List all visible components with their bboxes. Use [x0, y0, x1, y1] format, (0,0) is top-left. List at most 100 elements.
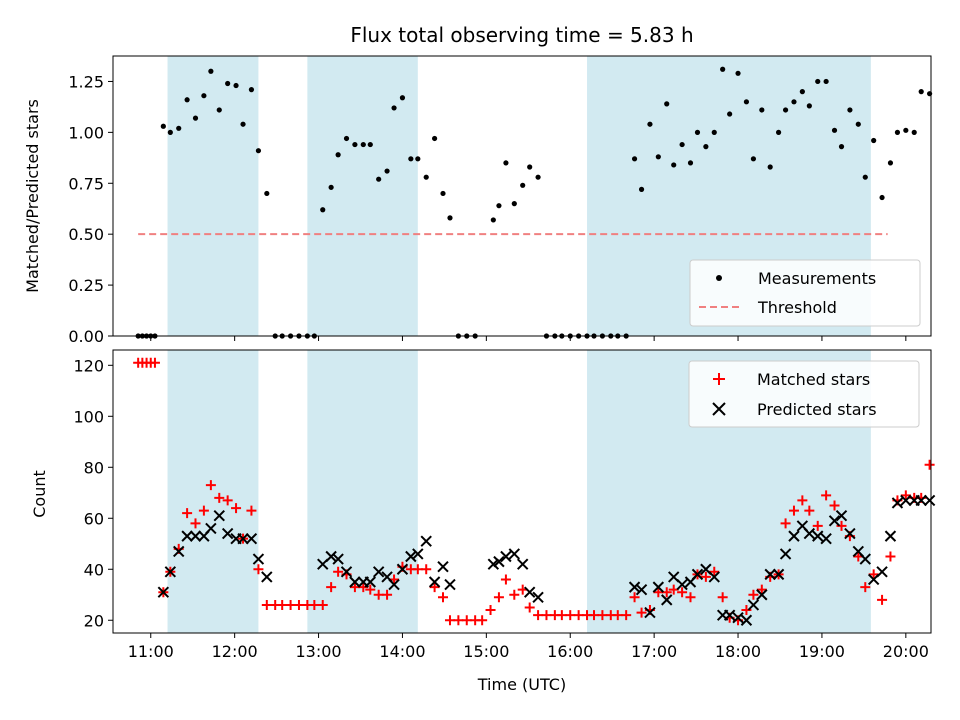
matched-star-point: [293, 599, 304, 610]
shaded-interval: [167, 350, 259, 633]
matched-star-point: [205, 480, 216, 491]
measurement-point: [711, 129, 717, 135]
matched-star-point: [597, 610, 608, 621]
matched-star-point: [573, 610, 584, 621]
measurement-point: [384, 168, 390, 174]
matched-star-point: [780, 518, 791, 529]
predicted-star-point: [740, 614, 753, 626]
predicted-star-point: [652, 581, 665, 593]
predicted-star-point: [820, 532, 832, 545]
matched-star-point: [877, 594, 888, 605]
measurement-point: [638, 186, 645, 192]
x-tick-label: 11:00: [128, 642, 174, 661]
matched-star-point: [214, 492, 225, 503]
measurement-point: [343, 135, 350, 142]
top-x-ticks: [150, 336, 907, 341]
measurement-point: [655, 154, 661, 160]
legend-measurements-marker: [716, 275, 722, 281]
matched-star-point: [788, 505, 799, 516]
measurement-point: [735, 70, 741, 76]
predicted-star-point: [900, 494, 912, 507]
y-tick-label: 60: [84, 509, 104, 528]
bottom-legend: Matched stars Predicted stars: [688, 360, 920, 428]
top-panel: 0.00 0.25 0.50 0.75 1.00 1.25 Flux total obse…: [23, 23, 933, 346]
top-y-axis-label: Matched/Predicted stars: [23, 99, 42, 293]
predicted-star-point: [221, 527, 234, 540]
matched-star-point: [524, 602, 535, 613]
y-tick-label: 0.75: [68, 174, 104, 193]
measurement-point: [520, 182, 526, 188]
legend-predicted-label: Predicted stars: [757, 400, 877, 419]
predicted-star-point: [828, 515, 841, 527]
measurement-point: [727, 111, 733, 117]
predicted-star-point: [779, 548, 792, 560]
x-tick-label: 15:00: [463, 642, 509, 661]
x-tick-label: 14:00: [379, 642, 425, 661]
y-tick-label: 0.00: [68, 327, 104, 346]
top-plot-marks: [135, 66, 933, 339]
matched-star-point: [333, 566, 344, 577]
top-y-ticks: 0.00 0.25 0.50 0.75 1.00 1.25: [68, 72, 113, 346]
matched-star-point: [373, 589, 384, 600]
matched-star-point: [541, 610, 552, 621]
predicted-star-point: [437, 561, 449, 573]
measurement-point: [720, 66, 726, 72]
measurement-point: [176, 125, 182, 131]
bottom-legend-box: [688, 360, 920, 428]
top-axes-frame: [112, 55, 932, 337]
measurement-point: [815, 78, 821, 85]
bottom-y-axis-label: Count: [30, 470, 49, 518]
measurement-point: [391, 105, 397, 111]
x-tick-label: 19:00: [799, 642, 845, 661]
matched-star-point: [829, 500, 840, 511]
predicted-star-point: [173, 545, 185, 558]
predicted-star-point: [644, 606, 656, 619]
legend-threshold-label: Threshold: [757, 298, 837, 317]
bottom-y-ticks: 20 40 60 80 100 120: [73, 356, 113, 630]
measurement-point: [184, 97, 190, 103]
matched-star-point: [429, 582, 440, 593]
measurement-point: [527, 164, 533, 170]
shaded-interval: [307, 56, 418, 336]
matched-star-point: [885, 551, 896, 562]
measurement-point: [750, 156, 757, 162]
matched-star-point: [860, 582, 871, 593]
predicted-star-point: [923, 494, 936, 507]
measurement-point: [631, 156, 638, 162]
predicted-star-point: [487, 558, 500, 570]
legend-matched-marker: [713, 373, 725, 385]
matched-star-point: [190, 518, 201, 529]
predicted-star-point: [708, 571, 720, 583]
predicted-star-point: [788, 530, 800, 542]
x-tick-label: 18:00: [715, 642, 761, 661]
predicted-star-point: [396, 563, 409, 575]
matched-star-point: [685, 592, 696, 603]
measurement-point: [918, 89, 924, 95]
measurement-point: [911, 129, 917, 135]
predicted-star-point: [764, 568, 776, 581]
matched-star-point: [636, 607, 647, 618]
predicted-star-point: [237, 532, 249, 545]
predicted-star-point: [428, 576, 441, 588]
matched-star-point: [661, 587, 672, 598]
matched-star-point: [509, 589, 520, 600]
matched-star-point: [149, 357, 160, 368]
measurement-point: [490, 217, 496, 223]
measurement-point: [248, 87, 255, 93]
matched-star-point: [556, 610, 567, 621]
matched-star-point: [246, 505, 257, 516]
predicted-star-point: [157, 586, 170, 598]
matched-star-point: [382, 589, 393, 600]
measurement-point: [791, 99, 797, 105]
measurement-point: [855, 121, 861, 127]
matched-star-point: [485, 605, 496, 616]
chart-title: Flux total observing time = 5.83 h: [350, 23, 693, 47]
x-tick-label: 13:00: [295, 642, 341, 661]
predicted-star-point: [661, 594, 673, 606]
measurement-point: [423, 174, 429, 180]
measurement-point: [671, 162, 677, 168]
matched-star-point: [797, 495, 808, 506]
matched-star-point: [453, 615, 464, 626]
y-tick-label: 1.25: [68, 72, 104, 91]
matched-star-point: [412, 564, 423, 575]
